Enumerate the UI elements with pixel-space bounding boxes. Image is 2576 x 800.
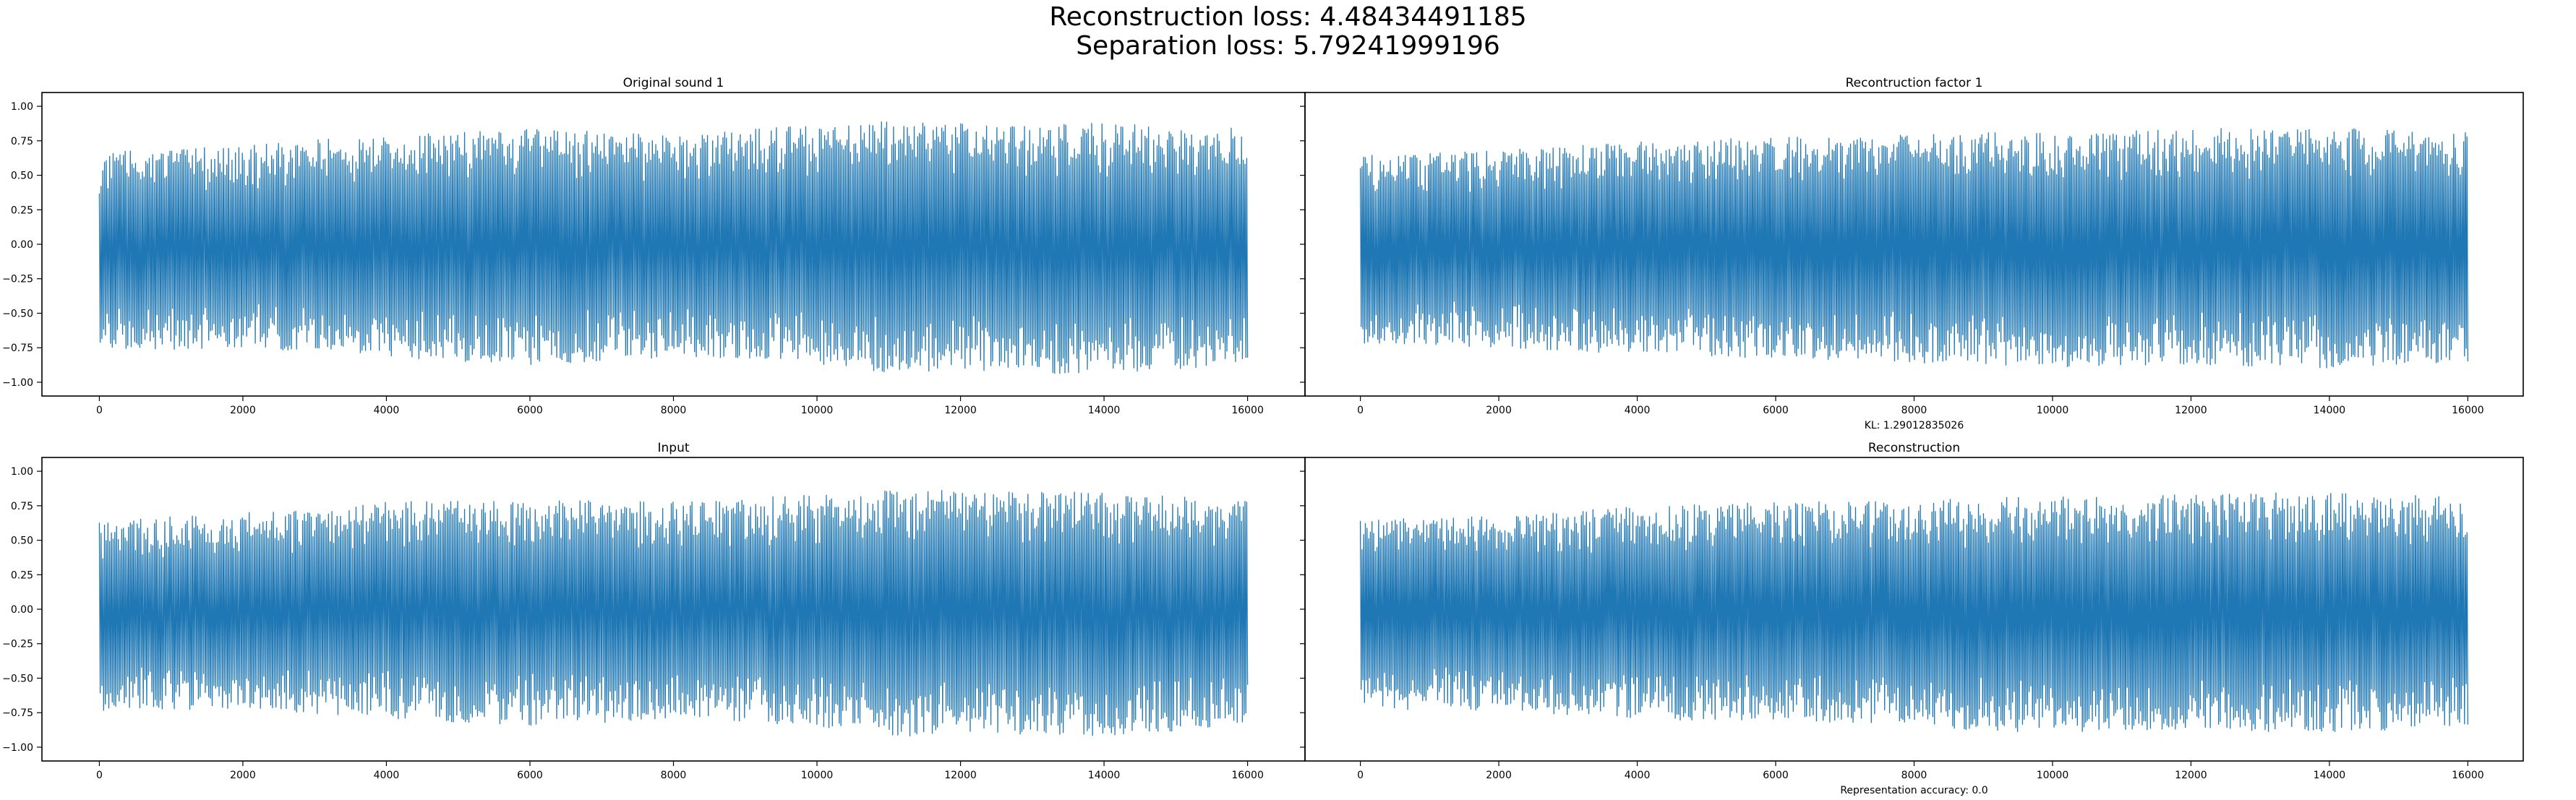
figure-suptitle-separation-loss: Separation loss: 5.79241999196 (1076, 31, 1500, 61)
x-tick-label-input: 8000 (661, 770, 687, 781)
y-tick-label-input: 0.00 (11, 604, 33, 616)
y-tick-label-original-sound-1: 0.75 (11, 136, 33, 147)
panel-reconstruction-factor-1: 0 2000 4000 6000 8000 10000 12000 14000 16000 Rec… (1300, 76, 2524, 431)
y-tick-label-input: 1.00 (11, 466, 33, 478)
x-tick-label-reconstruction: 0 (1357, 770, 1364, 781)
x-tick-label-original-sound-1: 2000 (230, 405, 256, 416)
x-tick-label-reconstruction: 14000 (2314, 770, 2346, 781)
x-tick-label-input: 2000 (230, 770, 256, 781)
x-tick-label-reconstruction-factor-1: 14000 (2314, 405, 2346, 416)
waveform-line-original-sound-1 (98, 121, 1249, 374)
y-tick-label-original-sound-1: 1.00 (11, 101, 33, 113)
x-tick-label-original-sound-1: 12000 (944, 405, 977, 416)
y-tick-label-input: 0.75 (11, 501, 33, 512)
y-tick-label-input: 0.50 (11, 536, 33, 547)
x-tick-label-reconstruction-factor-1: 10000 (2037, 405, 2069, 416)
x-tick-label-original-sound-1: 10000 (801, 405, 834, 416)
x-tick-label-original-sound-1: 16000 (1231, 405, 1264, 416)
y-tick-label-input: −0.25 (2, 639, 33, 650)
x-tick-label-input: 0 (96, 770, 103, 781)
x-tick-label-original-sound-1: 14000 (1088, 405, 1121, 416)
panel-original-sound-1: 0 2000 4000 6000 8000 10000 12000 14000 16000 1.0… (2, 76, 1306, 416)
x-tick-label-reconstruction-factor-1: 12000 (2175, 405, 2207, 416)
panel-title-reconstruction: Reconstruction (1868, 441, 1960, 455)
y-tick-label-original-sound-1: 0.50 (11, 171, 33, 182)
x-tick-label-reconstruction-factor-1: 6000 (1763, 405, 1789, 416)
x-tick-label-original-sound-1: 8000 (661, 405, 687, 416)
x-tick-label-input: 10000 (801, 770, 834, 781)
waveform-line-input (98, 490, 1249, 736)
panel-reconstruction: 0 2000 4000 6000 8000 10000 12000 14000 16000 Rec… (1300, 441, 2524, 796)
x-tick-label-input: 12000 (944, 770, 977, 781)
figure-suptitle-reconstruction-loss: Reconstruction loss: 4.48434491185 (1049, 2, 1527, 32)
y-tick-label-input: 0.25 (11, 569, 33, 581)
x-tick-label-reconstruction: 16000 (2452, 770, 2484, 781)
x-tick-label-reconstruction: 12000 (2175, 770, 2207, 781)
x-tick-label-reconstruction: 8000 (1901, 770, 1927, 781)
waveform-line-reconstruction-factor-1 (1359, 128, 2469, 369)
x-tick-label-input: 16000 (1231, 770, 1264, 781)
x-axis-label-reconstruction-factor-1: KL: 1.29012835026 (1865, 420, 1964, 431)
y-tick-label-original-sound-1: −1.00 (2, 377, 33, 389)
y-tick-label-original-sound-1: −0.50 (2, 308, 33, 319)
panel-input: 0 2000 4000 6000 8000 10000 12000 14000 16000 1.0… (2, 441, 1306, 781)
x-tick-label-reconstruction-factor-1: 8000 (1901, 405, 1927, 416)
x-tick-label-input: 14000 (1088, 770, 1121, 781)
x-tick-label-original-sound-1: 0 (96, 405, 103, 416)
x-tick-label-reconstruction: 6000 (1763, 770, 1789, 781)
y-tick-label-original-sound-1: 0.25 (11, 205, 33, 216)
y-tick-label-original-sound-1: −0.75 (2, 343, 33, 354)
waveform-line-reconstruction (1359, 492, 2469, 732)
panel-title-input: Input (657, 441, 689, 455)
y-tick-label-input: −0.50 (2, 673, 33, 684)
x-tick-label-reconstruction-factor-1: 4000 (1625, 405, 1651, 416)
x-tick-label-reconstruction-factor-1: 2000 (1486, 405, 1512, 416)
x-tick-label-input: 4000 (374, 770, 400, 781)
x-axis-label-reconstruction: Representation accuracy: 0.0 (1840, 785, 1987, 796)
x-tick-label-original-sound-1: 4000 (374, 405, 400, 416)
x-tick-label-reconstruction-factor-1: 16000 (2452, 405, 2484, 416)
x-tick-label-reconstruction: 10000 (2037, 770, 2069, 781)
x-tick-label-reconstruction: 4000 (1625, 770, 1651, 781)
x-tick-label-reconstruction: 2000 (1486, 770, 1512, 781)
y-tick-label-input: −1.00 (2, 742, 33, 754)
y-tick-label-original-sound-1: −0.25 (2, 274, 33, 285)
y-tick-label-input: −0.75 (2, 707, 33, 719)
x-tick-label-reconstruction-factor-1: 0 (1357, 405, 1364, 416)
y-tick-label-original-sound-1: 0.00 (11, 239, 33, 251)
panel-title-reconstruction-factor-1: Recontruction factor 1 (1846, 76, 1983, 90)
panel-title-original-sound-1: Original sound 1 (623, 76, 724, 90)
x-tick-label-input: 6000 (517, 770, 543, 781)
x-tick-label-original-sound-1: 6000 (517, 405, 543, 416)
